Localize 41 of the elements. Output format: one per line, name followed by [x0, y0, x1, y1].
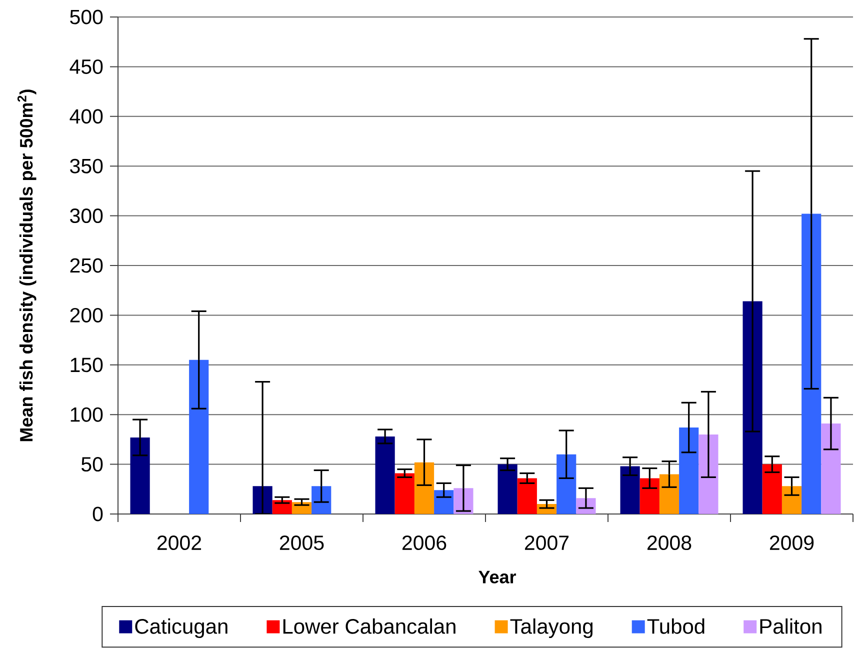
y-tick-label: 50 [82, 457, 103, 472]
bar [762, 464, 782, 514]
legend-label: Lower Cabancalan [283, 618, 456, 634]
y-tick-label: 500 [70, 10, 103, 24]
legend-label: Paliton [760, 618, 822, 634]
x-tick-label: 2006 [402, 536, 446, 550]
bar [620, 466, 640, 514]
bar [375, 436, 395, 514]
x-tick-label: 2008 [647, 536, 692, 550]
bar [434, 490, 454, 514]
bar [130, 437, 150, 514]
legend-label: Tubod [647, 618, 704, 634]
bar [189, 360, 209, 514]
y-tick-label: 300 [70, 208, 103, 224]
y-tick-label: 400 [70, 109, 103, 124]
y-tick-label: 0 [92, 506, 103, 522]
y-axis-title: Mean fish density (individuals per 500m$^{2}$) [17, 90, 36, 442]
y-tick-label: 450 [70, 59, 103, 74]
y-tick-label: 350 [70, 158, 103, 174]
x-tick-label: 2007 [524, 536, 569, 550]
legend-label: Talayong [510, 618, 593, 638]
x-tick-label: 2002 [157, 536, 202, 550]
y-tick-label: 100 [70, 407, 103, 422]
bar [517, 478, 537, 514]
bar [782, 486, 802, 514]
x-tick-label: 2005 [280, 536, 324, 550]
y-tick-label: 150 [70, 358, 103, 372]
bar [394, 473, 414, 514]
x-axis-title: Year [478, 570, 516, 584]
bar [640, 478, 660, 514]
y-tick-label: 250 [70, 258, 103, 273]
bar [414, 462, 434, 514]
bar [679, 428, 699, 514]
bar [556, 454, 576, 514]
x-tick-label: 2009 [770, 536, 814, 550]
bar [498, 464, 518, 514]
bar [821, 424, 841, 514]
bar [659, 474, 680, 514]
y-tick-label: 200 [70, 308, 103, 322]
bar [272, 500, 292, 514]
legend-label: Caticugan [135, 618, 228, 638]
